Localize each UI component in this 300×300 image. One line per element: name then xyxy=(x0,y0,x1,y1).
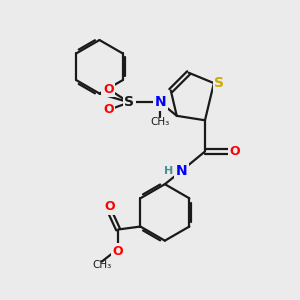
Text: O: O xyxy=(103,103,114,116)
Text: H: H xyxy=(164,166,173,176)
Text: N: N xyxy=(176,164,187,178)
Text: O: O xyxy=(230,145,240,158)
Text: O: O xyxy=(103,82,114,96)
Text: CH₃: CH₃ xyxy=(151,117,170,127)
Text: S: S xyxy=(124,95,134,110)
Text: CH₃: CH₃ xyxy=(92,260,111,270)
Text: N: N xyxy=(154,95,166,110)
Text: S: S xyxy=(214,76,224,90)
Text: O: O xyxy=(113,245,123,258)
Text: O: O xyxy=(104,200,115,213)
